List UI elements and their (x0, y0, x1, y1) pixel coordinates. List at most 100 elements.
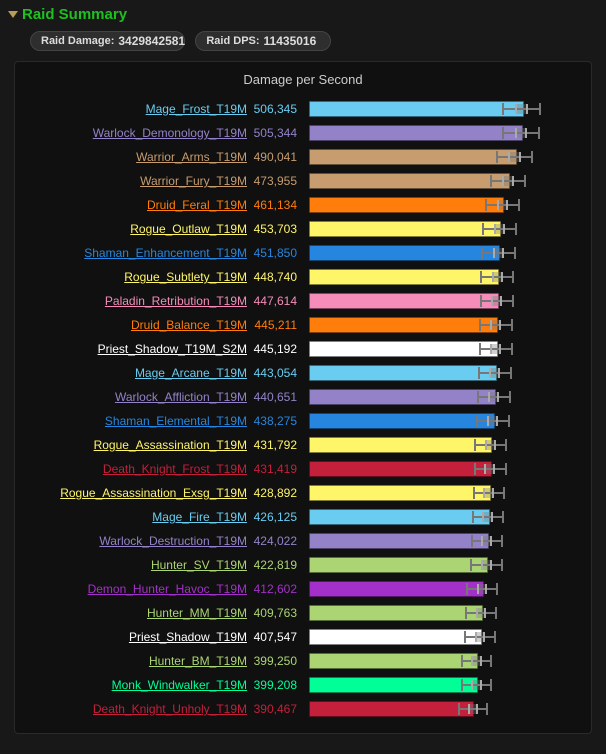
row-name[interactable]: Hunter_BM_T19M (29, 654, 247, 668)
chart-row: Monk_Windwalker_T19M399,208 (29, 673, 577, 697)
row-bar-area (309, 244, 577, 262)
row-name[interactable]: Mage_Frost_T19M (29, 102, 247, 116)
row-name[interactable]: Druid_Balance_T19M (29, 318, 247, 332)
row-name[interactable]: Rogue_Subtlety_T19M (29, 270, 247, 284)
row-bar (309, 509, 490, 525)
chart-row: Mage_Arcane_T19M443,054 (29, 361, 577, 385)
error-tick-low (479, 319, 481, 331)
summary-badges: Raid Damage: 3429842581 Raid DPS: 114350… (30, 31, 598, 51)
chart-row: Shaman_Enhancement_T19M451,850 (29, 241, 577, 265)
row-bar (309, 557, 488, 573)
row-name[interactable]: Rogue_Assassination_Exsg_T19M (29, 486, 247, 500)
row-bar-area (309, 388, 577, 406)
row-value: 445,192 (247, 342, 303, 356)
chart-row: Warlock_Destruction_T19M424,022 (29, 529, 577, 553)
row-bar (309, 437, 492, 453)
chart-rows: Mage_Frost_T19M506,345Warlock_Demonology… (29, 97, 577, 721)
error-tick-low (482, 223, 484, 235)
row-name[interactable]: Mage_Fire_T19M (29, 510, 247, 524)
error-tick-low (479, 343, 481, 355)
error-box (484, 464, 495, 474)
error-tick-high (501, 535, 503, 547)
row-bar-area (309, 580, 577, 598)
error-tick-low (480, 271, 482, 283)
row-name[interactable]: Monk_Windwalker_T19M (29, 678, 247, 692)
error-tick-high (511, 343, 513, 355)
row-bar-area (309, 652, 577, 670)
row-name[interactable]: Demon_Hunter_Havoc_T19M (29, 582, 247, 596)
error-tick-low (477, 391, 479, 403)
row-value: 490,041 (247, 150, 303, 164)
chart-row: Rogue_Subtlety_T19M448,740 (29, 265, 577, 289)
error-tick-high (505, 463, 507, 475)
row-bar-area (309, 676, 577, 694)
row-bar-area (309, 460, 577, 478)
row-name[interactable]: Priest_Shadow_T19M_S2M (29, 342, 247, 356)
error-tick-low (471, 535, 473, 547)
error-tick-high (502, 511, 504, 523)
chart-row: Rogue_Assassination_Exsg_T19M428,892 (29, 481, 577, 505)
error-box (482, 512, 493, 522)
error-box (487, 416, 498, 426)
row-name[interactable]: Death_Knight_Unholy_T19M (29, 702, 247, 716)
row-name[interactable]: Hunter_SV_T19M (29, 558, 247, 572)
row-name[interactable]: Warlock_Demonology_T19M (29, 126, 247, 140)
error-tick-high (501, 559, 503, 571)
row-name[interactable]: Hunter_MM_T19M (29, 606, 247, 620)
row-name[interactable]: Paladin_Retribution_T19M (29, 294, 247, 308)
error-box (481, 536, 492, 546)
row-value: 453,703 (247, 222, 303, 236)
error-box (481, 560, 492, 570)
error-tick-high (511, 319, 513, 331)
row-name[interactable]: Warlock_Destruction_T19M (29, 534, 247, 548)
badge-value: 11435016 (264, 34, 320, 48)
error-tick-low (465, 607, 467, 619)
error-tick-high (495, 607, 497, 619)
chart-row: Warrior_Fury_T19M473,955 (29, 169, 577, 193)
error-tick-low (461, 655, 463, 667)
chart-row: Death_Knight_Frost_T19M431,419 (29, 457, 577, 481)
error-box (491, 296, 502, 306)
row-bar (309, 149, 517, 165)
error-tick-high (508, 415, 510, 427)
row-bar-area (309, 556, 577, 574)
row-bar (309, 269, 499, 285)
row-name[interactable]: Rogue_Outlaw_T19M (29, 222, 247, 236)
chart-row: Warlock_Demonology_T19M505,344 (29, 121, 577, 145)
row-name[interactable]: Mage_Arcane_T19M (29, 366, 247, 380)
badge-label: Raid DPS: (206, 35, 259, 47)
error-tick-low (466, 583, 468, 595)
row-name[interactable]: Rogue_Assassination_T19M (29, 438, 247, 452)
row-name[interactable]: Druid_Feral_T19M (29, 198, 247, 212)
error-box (483, 488, 494, 498)
row-name[interactable]: Warlock_Affliction_T19M (29, 390, 247, 404)
row-bar-area (309, 364, 577, 382)
chart-row: Shaman_Elemental_T19M438,275 (29, 409, 577, 433)
row-bar-area (309, 316, 577, 334)
row-bar-area (309, 412, 577, 430)
chart-row: Priest_Shadow_T19M_S2M445,192 (29, 337, 577, 361)
row-name[interactable]: Warrior_Fury_T19M (29, 174, 247, 188)
row-bar-area (309, 220, 577, 238)
row-name[interactable]: Priest_Shadow_T19M (29, 630, 247, 644)
row-name[interactable]: Warrior_Arms_T19M (29, 150, 247, 164)
section-header[interactable]: Raid Summary (8, 6, 598, 23)
collapse-caret-icon[interactable] (8, 11, 18, 18)
error-box (493, 248, 504, 258)
row-bar (309, 461, 492, 477)
chart-row: Priest_Shadow_T19M407,547 (29, 625, 577, 649)
chart-row: Death_Knight_Unholy_T19M390,467 (29, 697, 577, 721)
row-bar (309, 653, 478, 669)
row-name[interactable]: Shaman_Enhancement_T19M (29, 246, 247, 260)
error-tick-high (515, 223, 517, 235)
row-bar (309, 701, 474, 717)
row-bar (309, 413, 495, 429)
row-bar (309, 605, 483, 621)
error-tick-low (490, 175, 492, 187)
error-tick-high (494, 631, 496, 643)
row-name[interactable]: Death_Knight_Frost_T19M (29, 462, 247, 476)
row-name[interactable]: Shaman_Elemental_T19M (29, 414, 247, 428)
row-value: 426,125 (247, 510, 303, 524)
error-tick-low (458, 703, 460, 715)
error-box (475, 632, 485, 642)
